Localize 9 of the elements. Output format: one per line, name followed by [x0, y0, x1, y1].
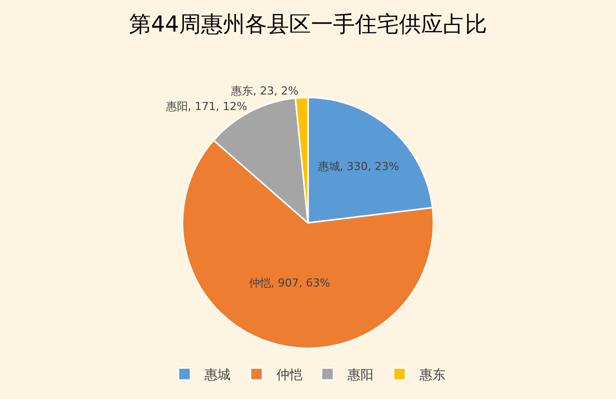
data-label: 惠东, 23, 2%: [230, 84, 298, 98]
chart-title: 第44周惠州各县区一手住宅供应占比: [129, 12, 487, 38]
legend-label: 仲恺: [276, 368, 302, 384]
data-label: 惠阳, 171, 12%: [164, 100, 248, 113]
data-label: 仲恺, 907, 63%: [248, 276, 330, 290]
legend-label: 惠阳: [346, 368, 374, 384]
data-label: 惠城, 330, 23%: [316, 160, 400, 173]
legend-label: 惠东: [418, 368, 446, 384]
legend-label: 惠城: [204, 368, 230, 384]
